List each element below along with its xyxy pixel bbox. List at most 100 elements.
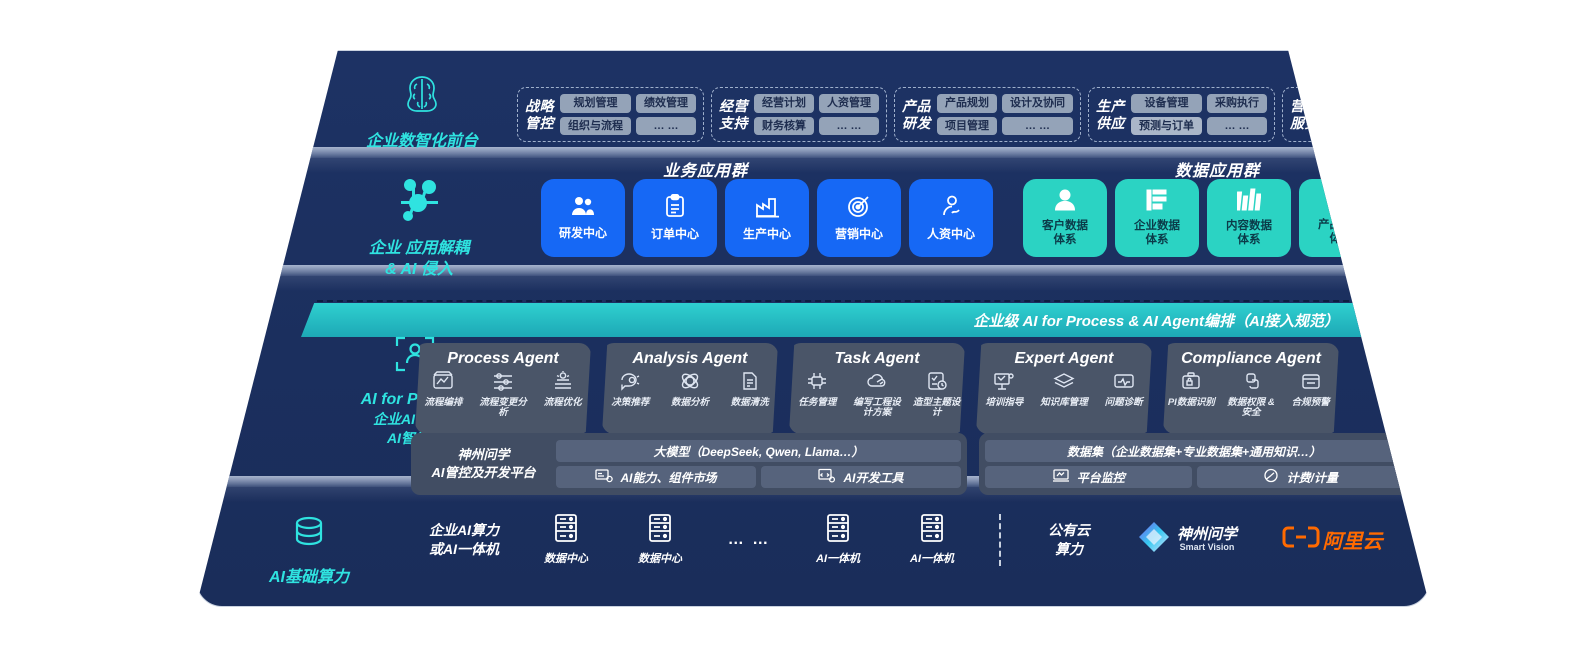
data-card-product[interactable]: 产品数据 体系 (1299, 179, 1383, 257)
agent-card-compliance[interactable]: Compliance Agent PI数据识别 (1163, 343, 1339, 434)
agent-capability[interactable]: 流程优化 (534, 371, 591, 419)
agent-capability[interactable]: 造型主题设计 (908, 371, 965, 419)
data-card-label: 产品数据 体系 (1318, 218, 1364, 245)
vendor-huawei[interactable]: HUAWEI (1407, 516, 1429, 563)
data-card-customer[interactable]: 客户数据 体系 (1023, 179, 1107, 257)
server-icon (918, 513, 946, 548)
infra-node[interactable]: 数据中心 (613, 513, 707, 567)
infra-node[interactable]: AI一体机 (885, 513, 979, 567)
domain-chip[interactable]: 财务核算 (754, 116, 814, 136)
platform-name: 神州问学 AI管控及开发平台 (431, 447, 536, 480)
platform-box-dev-tools[interactable]: AI开发工具 (761, 466, 961, 488)
platform-box-label: AI能力、组件市场 (620, 470, 717, 485)
target-icon (847, 194, 871, 223)
vendor-name: 阿里云 (1322, 531, 1383, 554)
domain-chip[interactable]: 绩效管理 (636, 94, 696, 113)
devtool-icon (818, 468, 836, 486)
capability-label: 数据权限 & 安全 (1227, 397, 1275, 419)
agent-capability[interactable]: 问题诊断 (1095, 371, 1152, 408)
agent-card-process[interactable]: Process Agent 流程编排 流程变更分析 (415, 343, 591, 434)
domain-chip[interactable]: 产品规划 (937, 94, 997, 113)
domain-chip[interactable]: … … (819, 116, 879, 136)
data-card-marketing[interactable]: 营销数据体系 (1391, 179, 1429, 257)
agent-capability[interactable]: 任务管理 (789, 371, 846, 419)
capability-label: 造型主题设计 (912, 397, 961, 419)
teach-icon (993, 371, 1015, 396)
platform-box-datasets[interactable]: 数据集（企业数据集+专业数据集+通用知识…） (985, 440, 1403, 462)
domain-chip[interactable]: … … (636, 116, 696, 136)
domain-group[interactable]: 生产 供应 设备管理 采购执行 预测与订单 … … (1088, 87, 1275, 143)
app-card-order[interactable]: 订单中心 (633, 179, 717, 257)
agent-capability[interactable]: 流程编排 (415, 371, 472, 419)
agent-card-task[interactable]: Task Agent 任务管理 编写工程设计方案 (789, 343, 965, 434)
domain-chip[interactable]: 采购执行 (1207, 94, 1267, 113)
agent-capability[interactable]: 决策推荐 (602, 371, 659, 408)
checklist-clock-icon (926, 371, 948, 396)
domain-chip[interactable]: 客户关系 (1390, 94, 1429, 113)
capability-label: 决策推荐 (611, 397, 650, 408)
domain-chip[interactable]: … … (1207, 116, 1267, 136)
platform-box-billing[interactable]: 计费/计量 (1196, 466, 1403, 488)
platform-box-capability-market[interactable]: AI能力、组件市场 (556, 466, 756, 488)
domain-chip[interactable]: … … (1390, 116, 1429, 136)
domain-chip[interactable]: 市场营销 (1325, 94, 1385, 113)
data-card-list: 客户数据 体系 企业数据 体系 内容数据 体系 (1023, 179, 1429, 257)
app-card-label: 营销中心 (834, 227, 883, 242)
platform-box-models[interactable]: 大模型（DeepSeek, Qwen, Llama…） (556, 440, 961, 462)
agent-capability[interactable]: 数据清洗 (721, 371, 778, 408)
infra-node[interactable]: AI一体机 (791, 513, 885, 567)
molecule-icon (329, 176, 509, 230)
domain-chip[interactable]: 整车物流 (1325, 116, 1385, 136)
smartvision-logo (1137, 520, 1171, 559)
infra-enterprise-compute: 企业AI算力 或AI一体机 (409, 521, 519, 559)
domain-chip[interactable]: 预测与订单 (1131, 116, 1202, 136)
shield-link-icon (1240, 371, 1262, 396)
agent-capability[interactable]: 数据权限 & 安全 (1223, 371, 1280, 419)
rail-compute: AI基础算力 (219, 513, 399, 588)
agent-card-expert[interactable]: Expert Agent 培训指导 知识库管理 (976, 343, 1152, 434)
infra-label: AI一体机 (910, 553, 954, 565)
domain-group[interactable]: 产品 研发 产品规划 设计及协同 项目管理 … … (894, 87, 1081, 143)
app-card-rd[interactable]: 研发中心 (541, 179, 625, 257)
orchestration-banner: 企业级 AI for Process & AI Agent编排（AI接入规范） (301, 303, 1399, 337)
agent-card-analysis[interactable]: Analysis Agent 决策推荐 数据分析 (602, 343, 778, 434)
agent-name: Expert Agent (1014, 350, 1114, 367)
data-card-content[interactable]: 内容数据 体系 (1207, 179, 1291, 257)
domain-chip[interactable]: … … (1002, 116, 1073, 136)
agent-capability[interactable]: 流程变更分析 (475, 371, 532, 419)
domain-chip[interactable]: 组织与流程 (560, 116, 631, 136)
agent-capability[interactable]: 数据分析 (662, 371, 719, 408)
building-icon (1146, 188, 1168, 216)
app-card-marketing[interactable]: 营销中心 (817, 179, 901, 257)
vendor-smartvision[interactable]: 神州问学 Smart Vision (1117, 520, 1257, 559)
agent-capability[interactable]: 编写工程设计方案 (849, 371, 906, 419)
domain-chip[interactable]: 人资管理 (819, 94, 879, 113)
infra-separator (979, 513, 1021, 566)
app-card-production[interactable]: 生产中心 (725, 179, 809, 257)
app-card-hr[interactable]: 人资中心 (909, 179, 993, 257)
domain-chip[interactable]: 项目管理 (937, 116, 997, 136)
domain-chip[interactable]: 经营计划 (754, 94, 814, 113)
vendor-aliyun[interactable]: 阿里云 (1257, 525, 1407, 554)
rail-decouple: 企业 应用解耦 & AI 侵入 (329, 176, 509, 280)
agent-name: Task Agent (834, 350, 920, 367)
domain-chip[interactable]: 规划管理 (560, 94, 631, 113)
factory-icon (754, 195, 780, 223)
agent-name: Compliance Agent (1181, 350, 1321, 367)
capability-label: 培训指导 (985, 397, 1024, 408)
agent-capability[interactable]: PI数据识别 (1163, 371, 1220, 419)
agent-capability[interactable]: 培训指导 (976, 371, 1033, 408)
diagram-frame: 战略 管控 规划管理 绩效管理 组织与流程 … … 经营 支持 经营计划 人资管理 … (196, 50, 1430, 607)
domain-chip[interactable]: 设计及协同 (1002, 94, 1073, 113)
data-card-enterprise[interactable]: 企业数据 体系 (1115, 179, 1199, 257)
vendor-subtitle: Smart Vision (1179, 542, 1235, 553)
agent-capability[interactable]: 知识库管理 (1036, 371, 1093, 408)
platform-box-monitoring[interactable]: 平台监控 (985, 466, 1192, 488)
infra-node[interactable]: 数据中心 (519, 513, 613, 567)
app-card-label: 生产中心 (742, 226, 791, 241)
domain-chip[interactable]: 设备管理 (1131, 94, 1202, 113)
domain-group[interactable]: 战略 管控 规划管理 绩效管理 组织与流程 … … (517, 87, 704, 143)
domain-group[interactable]: 经营 支持 经营计划 人资管理 财务核算 … … (711, 87, 887, 143)
agent-capability[interactable]: 合规预警 (1282, 371, 1339, 419)
